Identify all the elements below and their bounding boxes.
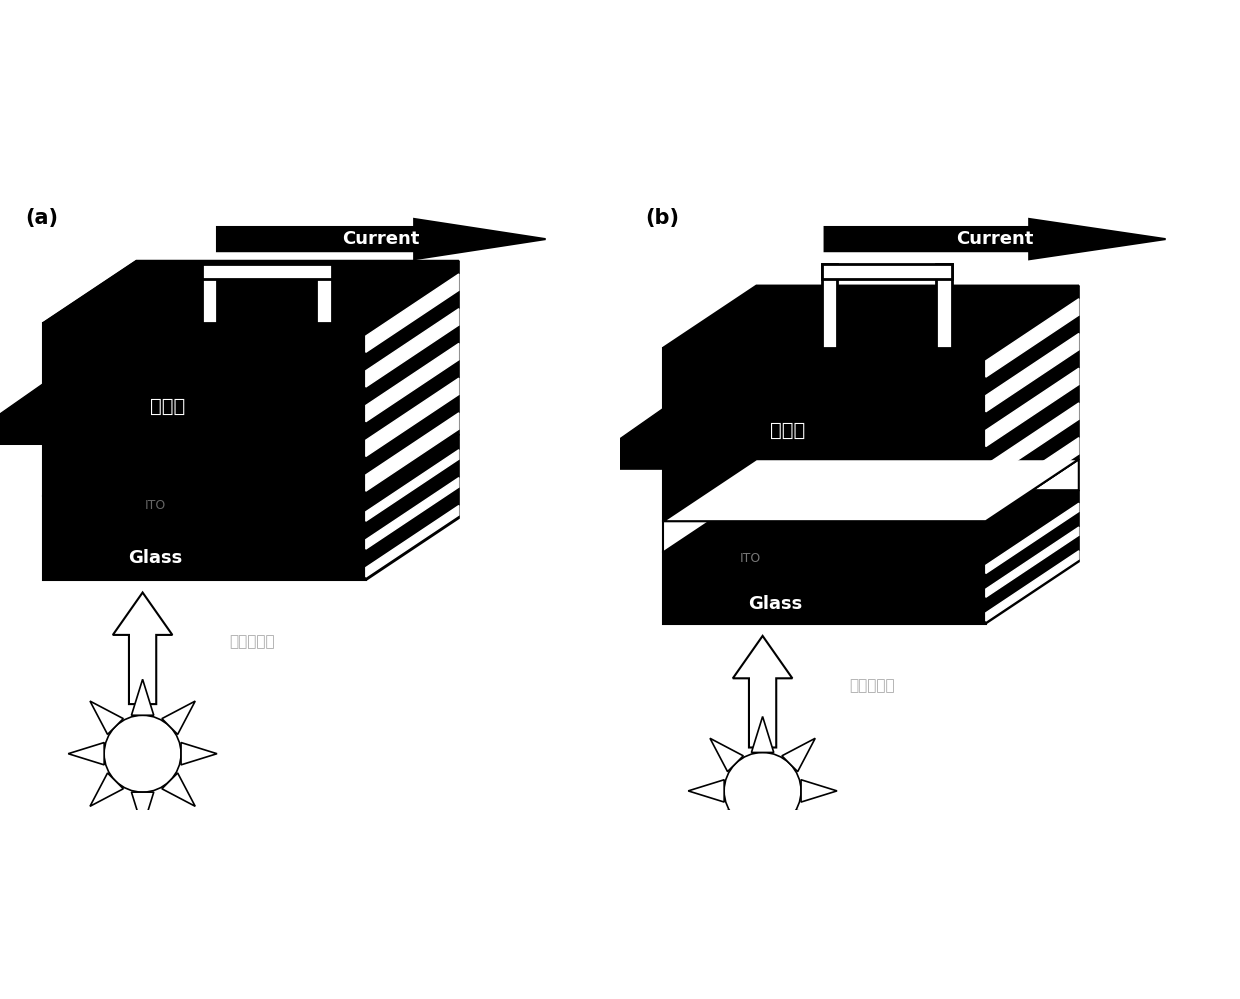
Polygon shape	[43, 497, 366, 580]
Polygon shape	[366, 309, 459, 387]
Polygon shape	[366, 344, 459, 422]
Polygon shape	[663, 460, 1079, 521]
Polygon shape	[821, 264, 952, 280]
Text: 活性层: 活性层	[150, 397, 185, 416]
Polygon shape	[986, 403, 1079, 482]
Polygon shape	[43, 435, 459, 497]
Polygon shape	[782, 810, 815, 843]
Polygon shape	[162, 773, 195, 806]
Text: Current: Current	[342, 230, 420, 248]
Polygon shape	[366, 413, 459, 492]
Polygon shape	[825, 219, 1166, 260]
Polygon shape	[663, 286, 1079, 348]
Text: Glass: Glass	[128, 549, 182, 567]
Polygon shape	[620, 409, 663, 470]
Polygon shape	[663, 348, 986, 521]
Text: Current: Current	[956, 230, 1034, 248]
Polygon shape	[366, 261, 459, 497]
Polygon shape	[181, 742, 217, 765]
Polygon shape	[751, 716, 774, 752]
Polygon shape	[663, 521, 986, 552]
Polygon shape	[43, 323, 366, 497]
Text: ITO: ITO	[739, 551, 761, 564]
Text: ZnO: ZnO	[806, 527, 843, 545]
Polygon shape	[986, 527, 1079, 597]
Polygon shape	[801, 780, 837, 802]
Polygon shape	[201, 264, 332, 280]
Polygon shape	[782, 738, 815, 771]
Polygon shape	[986, 286, 1079, 521]
Polygon shape	[91, 701, 123, 734]
Text: 太阳光照射: 太阳光照射	[229, 634, 275, 649]
Polygon shape	[663, 552, 986, 623]
Polygon shape	[366, 478, 459, 549]
Polygon shape	[986, 334, 1079, 412]
Polygon shape	[131, 792, 154, 828]
Polygon shape	[217, 219, 546, 260]
Polygon shape	[986, 438, 1079, 516]
Text: (a): (a)	[25, 208, 58, 228]
Polygon shape	[366, 274, 459, 353]
Text: (b): (b)	[645, 208, 678, 228]
Polygon shape	[0, 384, 43, 445]
Polygon shape	[663, 491, 1079, 552]
Polygon shape	[986, 299, 1079, 377]
Polygon shape	[986, 503, 1079, 573]
Polygon shape	[733, 636, 792, 747]
Polygon shape	[68, 742, 104, 765]
Polygon shape	[366, 505, 459, 577]
Polygon shape	[986, 550, 1079, 621]
Text: ITO: ITO	[144, 499, 166, 511]
Polygon shape	[936, 264, 952, 348]
Polygon shape	[366, 435, 459, 580]
Text: 太阳光照射: 太阳光照射	[849, 678, 895, 693]
Polygon shape	[986, 460, 1079, 552]
Text: 活性层: 活性层	[770, 422, 805, 441]
Polygon shape	[711, 810, 743, 843]
Polygon shape	[751, 829, 774, 865]
Polygon shape	[711, 738, 743, 771]
Polygon shape	[43, 261, 180, 323]
Text: Glass: Glass	[748, 594, 802, 612]
Polygon shape	[366, 379, 459, 457]
Polygon shape	[688, 780, 724, 802]
Polygon shape	[113, 592, 172, 704]
Polygon shape	[91, 773, 123, 806]
Polygon shape	[43, 261, 459, 323]
Polygon shape	[316, 264, 332, 323]
Polygon shape	[201, 264, 217, 323]
Polygon shape	[162, 701, 195, 734]
Polygon shape	[821, 264, 837, 348]
Polygon shape	[986, 369, 1079, 447]
Polygon shape	[131, 679, 154, 715]
Polygon shape	[366, 450, 459, 521]
Polygon shape	[986, 491, 1079, 623]
